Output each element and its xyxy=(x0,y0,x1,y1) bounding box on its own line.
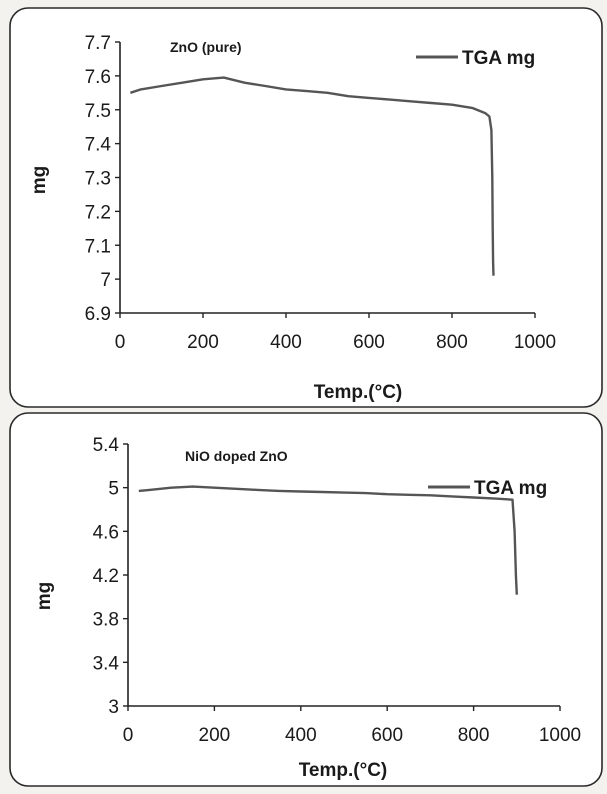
panel-frame-bottom xyxy=(9,412,603,787)
y-tick-label: 7.1 xyxy=(85,236,111,257)
panel-frame-top xyxy=(9,7,603,408)
y-tick-label: 7.5 xyxy=(85,101,111,122)
x-axis-label: Temp.(°C) xyxy=(314,382,403,403)
x-tick-label: 800 xyxy=(436,332,468,353)
y-tick-label: 4.2 xyxy=(93,566,119,587)
y-tick-label: 4.6 xyxy=(93,522,119,543)
x-tick-label: 0 xyxy=(115,332,126,353)
y-tick-label: 7.4 xyxy=(85,135,112,156)
chart-nio-doped-zno: NiO doped ZnO TGA mg mg Temp.(°C) 3 3.4 3.… xyxy=(34,435,581,781)
y-tick-label: 7.2 xyxy=(85,202,111,223)
y-tick-label: 5.4 xyxy=(93,435,120,456)
x-tick-label: 800 xyxy=(458,725,490,746)
x-tick-label: 1000 xyxy=(539,725,581,746)
y-tick-label: 5 xyxy=(108,479,119,500)
chart-title: NiO doped ZnO xyxy=(185,448,288,464)
y-axis-label: mg xyxy=(29,166,50,195)
x-tick-label: 0 xyxy=(123,725,134,746)
x-tick-label: 400 xyxy=(285,725,317,746)
x-tick-label: 600 xyxy=(371,725,403,746)
x-tick-label: 200 xyxy=(187,332,219,353)
series-line-tga-mg xyxy=(130,76,495,276)
series-line-tga-mg xyxy=(138,485,518,595)
y-tick-label: 7.7 xyxy=(85,33,111,54)
chart-title: ZnO (pure) xyxy=(170,39,242,55)
y-tick-label: 6.9 xyxy=(85,304,111,325)
legend-label: TGA mg xyxy=(462,48,535,69)
y-tick-label: 3 xyxy=(108,697,119,718)
x-tick-label: 400 xyxy=(270,332,302,353)
x-axis-label: Temp.(°C) xyxy=(299,760,388,781)
y-tick-label: 7.3 xyxy=(85,169,111,190)
chart-zno-pure: ZnO (pure) TGA mg mg Temp.(°C) 6.9 7 7.1 7.… xyxy=(29,33,556,403)
y-tick-label: 3.8 xyxy=(93,610,119,631)
x-tick-label: 200 xyxy=(199,725,231,746)
x-tick-label: 600 xyxy=(353,332,385,353)
x-tick-label: 1000 xyxy=(514,332,556,353)
y-axis-label: mg xyxy=(34,582,55,611)
y-tick-label: 7.6 xyxy=(85,67,111,88)
y-tick-label: 7 xyxy=(100,270,111,291)
legend-label: TGA mg xyxy=(474,478,547,499)
y-tick-label: 3.4 xyxy=(93,653,120,674)
